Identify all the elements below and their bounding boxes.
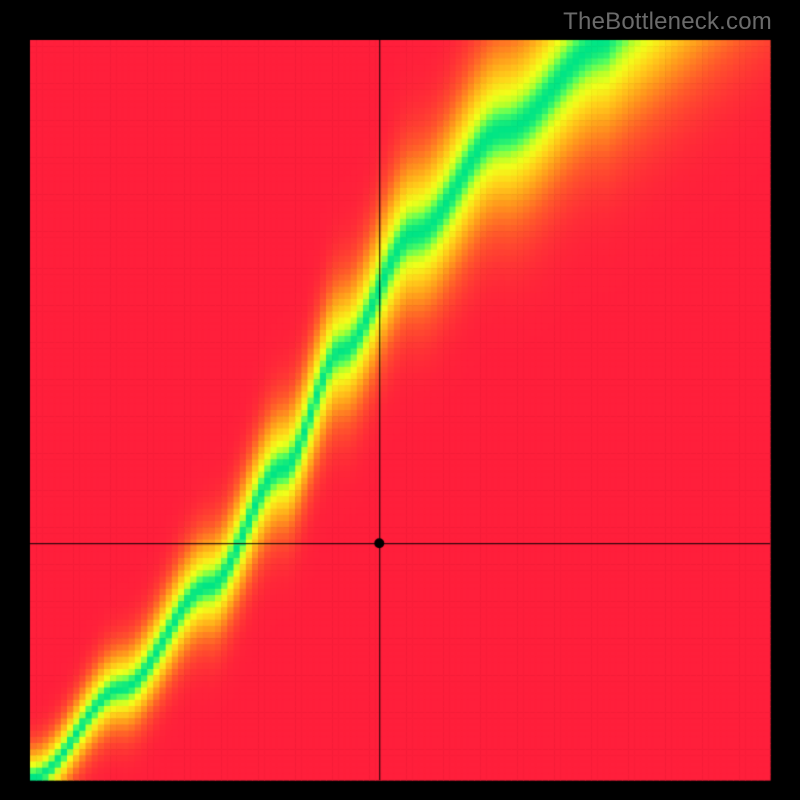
bottleneck-heatmap xyxy=(0,0,800,800)
chart-container: TheBottleneck.com xyxy=(0,0,800,800)
watermark-text: TheBottleneck.com xyxy=(563,8,772,36)
